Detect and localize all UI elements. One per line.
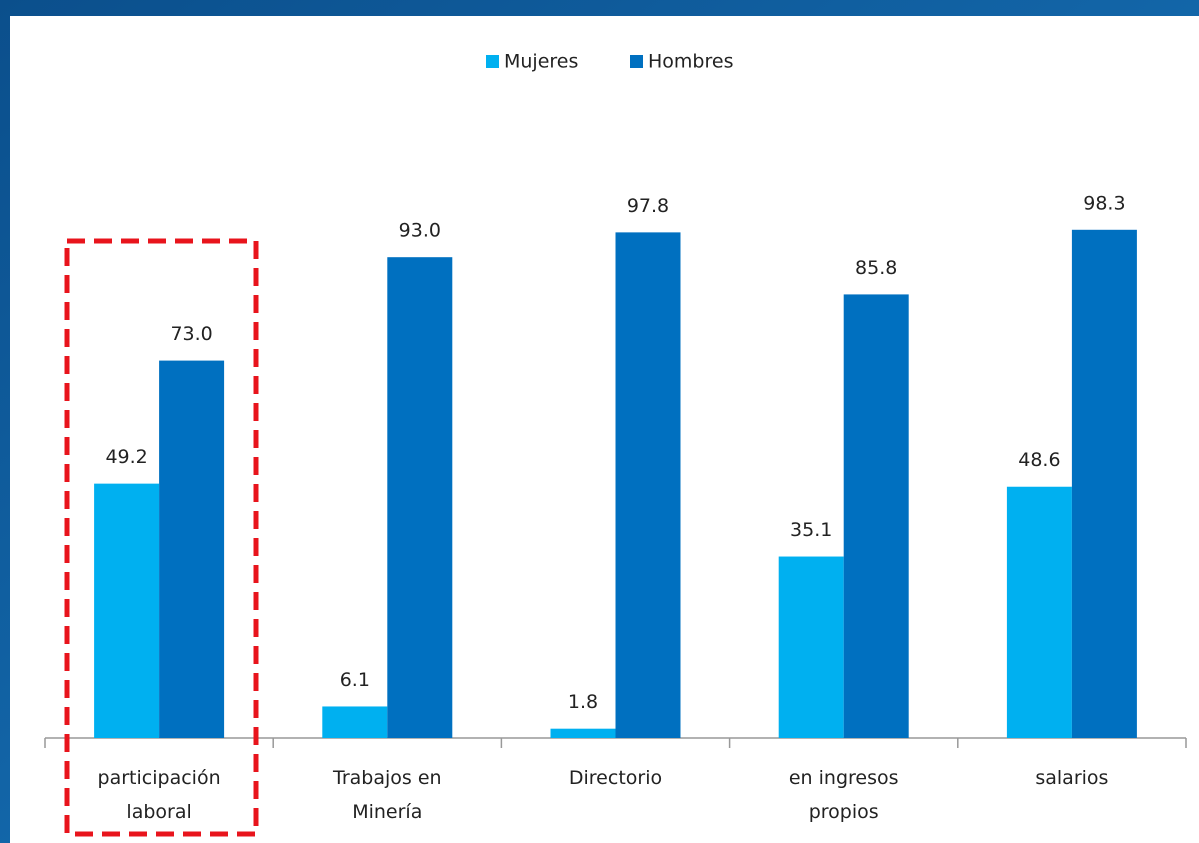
x-tick-label-line: salarios bbox=[1035, 767, 1108, 789]
data-label: 48.6 bbox=[1018, 449, 1060, 471]
data-label: 73.0 bbox=[170, 323, 212, 345]
x-tick-label: Directorio bbox=[569, 767, 662, 789]
legend-swatch bbox=[486, 55, 499, 68]
x-tick-label-line: Directorio bbox=[569, 767, 662, 789]
data-label: 6.1 bbox=[340, 669, 370, 691]
data-label: 49.2 bbox=[105, 446, 147, 468]
bar bbox=[843, 294, 909, 738]
bar bbox=[387, 257, 453, 738]
highlight-box bbox=[64, 238, 259, 837]
bar bbox=[1071, 229, 1137, 738]
bar bbox=[322, 706, 388, 738]
bar bbox=[94, 483, 160, 738]
data-label: 97.8 bbox=[627, 195, 669, 217]
x-tick-label-line: Minería bbox=[352, 801, 422, 823]
data-label: 35.1 bbox=[790, 519, 832, 541]
x-tick-label: participación laboral bbox=[98, 767, 221, 823]
x-tick-label-line: Trabajos en bbox=[332, 767, 442, 789]
x-tick-label: salarios bbox=[1035, 767, 1108, 789]
legend-swatch bbox=[630, 55, 643, 68]
data-label: 98.3 bbox=[1083, 192, 1125, 214]
bar bbox=[778, 556, 844, 738]
bar bbox=[1006, 486, 1072, 738]
x-tick-label: Trabajos en Minería bbox=[332, 767, 442, 823]
data-label: 1.8 bbox=[568, 691, 598, 713]
data-label: 85.8 bbox=[855, 257, 897, 279]
x-tick-label-line: laboral bbox=[126, 801, 191, 823]
bar bbox=[159, 360, 225, 738]
legend-label: Hombres bbox=[648, 51, 733, 73]
x-tick-label-line: participación bbox=[98, 767, 221, 789]
x-tick-label-line: propios bbox=[809, 801, 879, 823]
data-label: 93.0 bbox=[399, 220, 441, 242]
x-tick-label-line: en ingresos bbox=[789, 767, 899, 789]
legend-label: Mujeres bbox=[504, 51, 578, 73]
bar bbox=[615, 232, 681, 738]
bar bbox=[550, 728, 616, 738]
x-tick-label: en ingresos propios bbox=[789, 767, 899, 823]
